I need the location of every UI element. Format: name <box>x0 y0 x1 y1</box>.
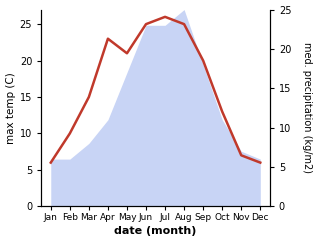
X-axis label: date (month): date (month) <box>114 227 197 236</box>
Y-axis label: max temp (C): max temp (C) <box>5 72 16 144</box>
Y-axis label: med. precipitation (kg/m2): med. precipitation (kg/m2) <box>302 42 313 174</box>
